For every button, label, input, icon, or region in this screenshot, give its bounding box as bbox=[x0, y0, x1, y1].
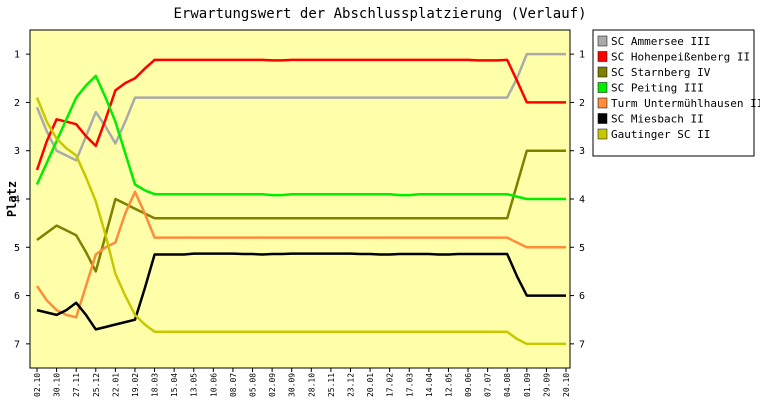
x-tick-label: 17.03 bbox=[405, 373, 414, 397]
y-tick-label-left: 4 bbox=[14, 195, 20, 206]
legend-label: SC Starnberg IV bbox=[611, 66, 711, 79]
y-tick-label-left: 6 bbox=[14, 291, 20, 302]
x-tick-label: 10.06 bbox=[209, 373, 218, 397]
x-tick-label: 25.12 bbox=[92, 373, 101, 397]
x-tick-label: 22.01 bbox=[111, 373, 120, 397]
y-axis-right: 1 2 3 4 5 6 7 bbox=[570, 50, 585, 350]
legend-swatch bbox=[597, 35, 608, 47]
legend: SC Ammersee III SC Hohenpeißenberg II SC S… bbox=[592, 29, 760, 157]
x-tick-label: 19.02 bbox=[131, 373, 140, 397]
y-tick-label-left: 2 bbox=[14, 98, 20, 109]
legend-swatch bbox=[597, 51, 608, 62]
legend-swatch bbox=[597, 128, 608, 140]
x-tick-label: 13.05 bbox=[190, 373, 199, 397]
x-tick-label: 05.08 bbox=[249, 373, 258, 397]
x-tick-label: 28.10 bbox=[307, 373, 316, 397]
x-tick-label: 30.09 bbox=[288, 373, 297, 397]
series-line-3 bbox=[36, 149, 566, 273]
y-tick-label-right: 1 bbox=[579, 50, 585, 61]
y-tick-label-left: 7 bbox=[14, 339, 20, 350]
x-tick-label: 12.05 bbox=[444, 373, 453, 397]
x-axis: 02.10 30.10 27.11 25.12 22.01 19.02 18.03 15.04… bbox=[33, 368, 571, 397]
x-tick-label: 14.04 bbox=[425, 373, 434, 397]
series-line-7 bbox=[35, 97, 566, 346]
x-tick-label: 01.09 bbox=[523, 373, 532, 397]
series-line-1 bbox=[35, 52, 566, 162]
y-tick-label-right: 7 bbox=[579, 339, 585, 350]
x-tick-label: 02.10 bbox=[33, 373, 42, 397]
x-tick-label: 27.11 bbox=[72, 373, 81, 397]
series-line-2 bbox=[35, 58, 566, 171]
y-tick-label-right: 6 bbox=[579, 291, 585, 302]
x-tick-label: 23.12 bbox=[346, 373, 355, 397]
x-tick-label: 09.06 bbox=[464, 373, 473, 397]
y-tick-label-right: 4 bbox=[579, 195, 585, 206]
y-tick-label-left: 3 bbox=[14, 146, 20, 157]
x-tick-label: 15.04 bbox=[170, 373, 179, 397]
legend-label: SC Peiting III bbox=[611, 82, 704, 95]
legend-label: Gautinger SC II bbox=[611, 128, 710, 141]
legend-label: Turm Untermühlhausen II bbox=[611, 97, 760, 110]
y-tick-label-left: 1 bbox=[14, 50, 20, 61]
y-tick-label-right: 5 bbox=[579, 243, 585, 254]
y-axis-left: 1 2 3 4 5 6 7 bbox=[14, 50, 30, 350]
x-tick-label: 30.10 bbox=[53, 373, 62, 397]
y-tick-label-left: 5 bbox=[14, 243, 20, 254]
series-line-6 bbox=[36, 252, 566, 331]
x-tick-label: 18.03 bbox=[151, 373, 160, 397]
legend-box bbox=[592, 29, 755, 157]
x-tick-label: 07.07 bbox=[484, 373, 493, 397]
series-line-4 bbox=[35, 74, 566, 201]
legend-swatch bbox=[597, 82, 608, 93]
series-lines bbox=[35, 52, 566, 346]
legend-label: SC Ammersee III bbox=[611, 35, 710, 48]
plot-area bbox=[29, 29, 571, 369]
x-tick-label: 17.02 bbox=[386, 373, 395, 397]
legend-label: SC Miesbach II bbox=[611, 113, 704, 126]
legend-swatch bbox=[597, 97, 608, 109]
chart-title: Erwartungswert der Abschlussplatzierung … bbox=[173, 6, 586, 22]
x-tick-label: 04.08 bbox=[503, 373, 512, 397]
legend-label: SC Hohenpeißenberg II bbox=[611, 51, 750, 64]
x-tick-label: 20.10 bbox=[562, 373, 571, 397]
x-tick-label: 29.09 bbox=[542, 373, 551, 397]
x-tick-label: 02.09 bbox=[268, 373, 277, 397]
x-tick-label: 08.07 bbox=[229, 373, 238, 397]
series-line-5 bbox=[35, 190, 566, 319]
x-tick-label: 25.11 bbox=[327, 373, 336, 397]
legend-swatch bbox=[597, 66, 608, 78]
y-tick-label-right: 3 bbox=[579, 146, 585, 157]
x-tick-label: 20.01 bbox=[366, 373, 375, 397]
y-axis-label: Platz bbox=[5, 181, 19, 217]
legend-swatch bbox=[597, 113, 608, 124]
y-tick-label-right: 2 bbox=[579, 98, 585, 109]
